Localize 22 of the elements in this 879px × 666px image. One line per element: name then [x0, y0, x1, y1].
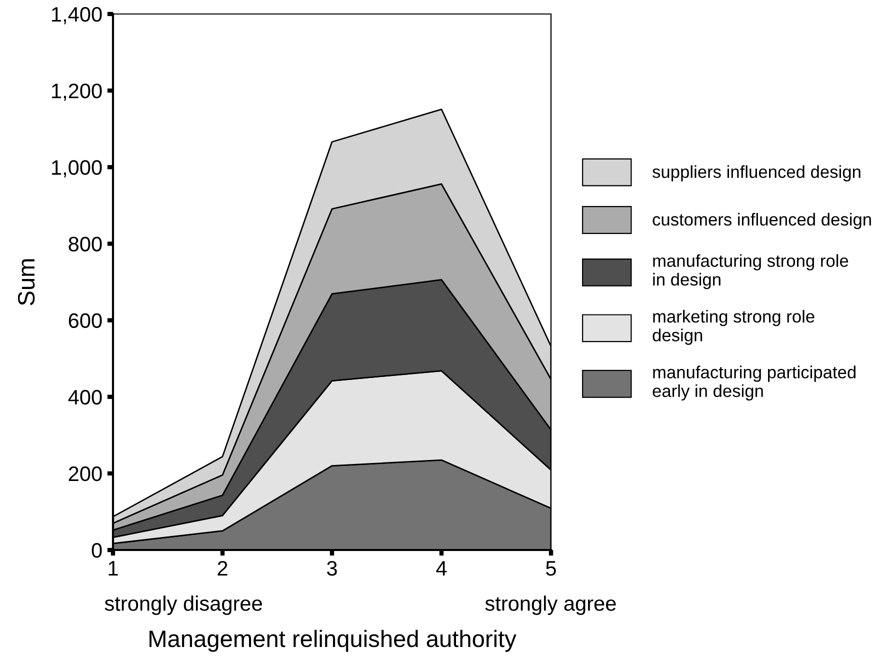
y-tick-label: 200	[68, 466, 102, 482]
legend-label: manufacturing participated early in design	[652, 366, 856, 401]
y-axis-title: Sum	[18, 259, 35, 306]
y-tick-label: 600	[68, 313, 102, 328]
y-tick-label: 1,000	[52, 160, 102, 178]
x-tick-label: 1	[108, 561, 118, 576]
legend-label: customers influenced design	[652, 212, 871, 230]
x-tick-label: 2	[218, 560, 228, 576]
y-tick-label: 0	[92, 543, 102, 558]
y-tick-label: 1,400	[52, 7, 102, 24]
x-tick-label: 5	[546, 561, 556, 576]
x-axis-title: Management relinquished authority	[150, 630, 516, 652]
x-tick-label: 3	[327, 560, 337, 576]
legend-label: suppliers influenced design	[652, 165, 860, 182]
text: strongly disagree	[104, 596, 262, 615]
text: strongly agree	[485, 596, 616, 615]
legend-label: manufacturing strong role in design	[653, 254, 848, 290]
y-tick-label: 400	[68, 390, 102, 405]
y-tick-label: 800	[68, 236, 102, 252]
legend-label: marketing strong role design	[652, 310, 814, 345]
x-tick-label: 4	[436, 561, 447, 576]
y-tick-label: 1,200	[52, 84, 102, 101]
